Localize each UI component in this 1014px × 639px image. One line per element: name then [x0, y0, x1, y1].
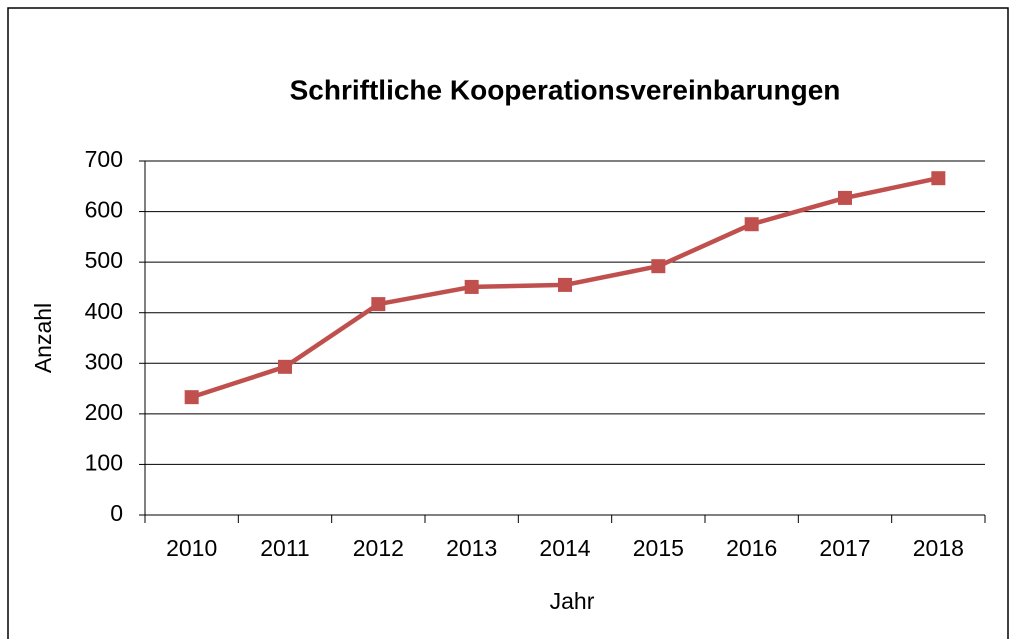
x-tick-label: 2015: [633, 535, 684, 561]
data-marker: [184, 390, 199, 405]
y-axis-label: Anzahl: [30, 303, 56, 373]
chart-title: Schriftliche Kooperationsvereinbarungen: [290, 74, 841, 105]
data-marker: [931, 171, 946, 186]
x-axis-label: Jahr: [550, 588, 595, 614]
x-tick-label: 2013: [446, 535, 497, 561]
y-tick-label: 600: [85, 197, 123, 223]
y-tick-label: 500: [85, 247, 123, 273]
data-marker: [558, 277, 572, 292]
y-tick-label: 400: [85, 298, 123, 324]
y-tick-label: 200: [85, 399, 123, 425]
y-tick-label: 0: [110, 500, 123, 526]
x-tick-label: 2018: [913, 535, 964, 561]
x-tick-label: 2010: [166, 535, 217, 561]
data-marker: [744, 217, 759, 232]
data-marker: [651, 259, 666, 274]
y-tick-label: 100: [85, 450, 123, 476]
y-tick-label: 300: [85, 348, 123, 374]
data-marker: [464, 279, 479, 294]
data-marker: [838, 190, 852, 205]
x-tick-label: 2016: [726, 535, 777, 561]
x-tick-label: 2017: [819, 535, 870, 561]
y-tick-label: 700: [85, 146, 123, 172]
data-marker: [278, 359, 292, 374]
x-tick-label: 2012: [353, 535, 404, 561]
chart-frame: [7, 7, 1009, 639]
x-tick-label: 2014: [539, 535, 590, 561]
data-marker: [371, 297, 386, 312]
x-tick-label: 2011: [260, 535, 309, 561]
